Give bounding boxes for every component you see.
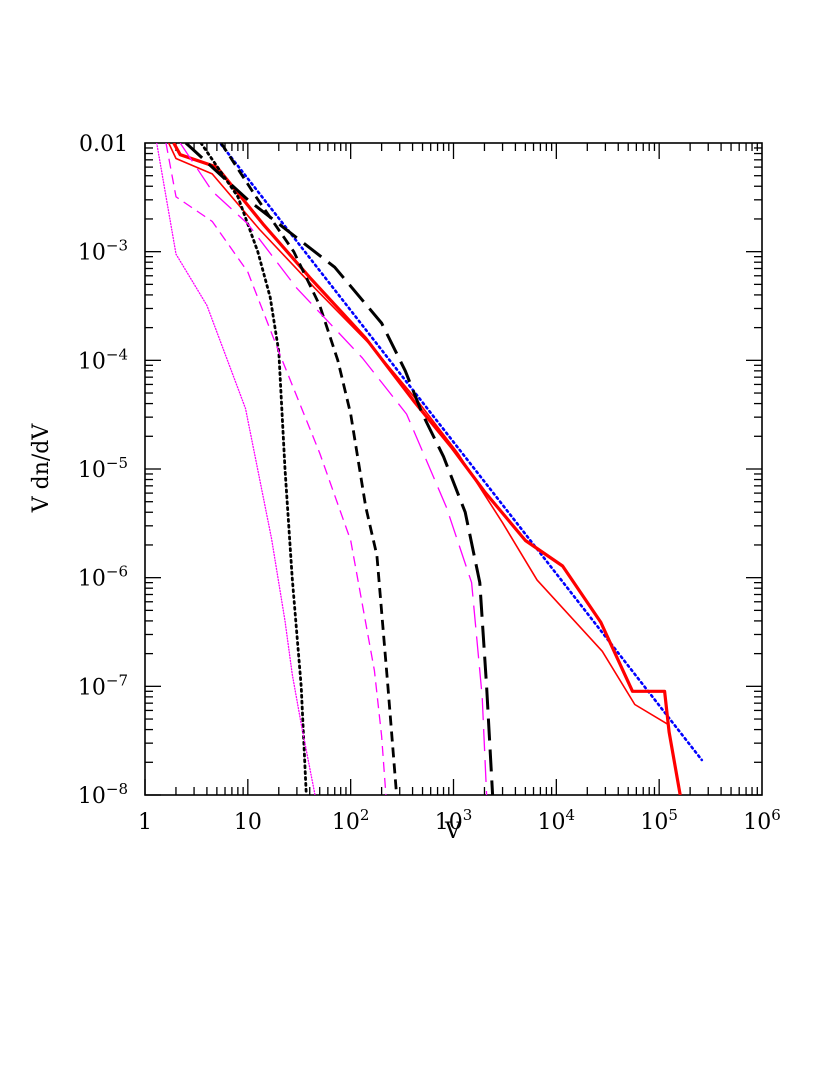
series-line-1 (219, 143, 704, 762)
x-tick-label: 102 (332, 806, 370, 835)
y-tick-label: 10−8 (78, 780, 128, 809)
series-line-7 (156, 143, 316, 795)
x-tick-label: 1 (138, 810, 152, 835)
y-tick-label: 10−7 (78, 671, 128, 700)
series-line-4 (199, 143, 308, 795)
y-tick-label: 10−6 (78, 563, 128, 592)
tick-labels: 1 10 102 103 104 105 106 10−8 10−7 10−6 10−5 10−4 10… (78, 132, 781, 835)
y-tick-label: 10−4 (78, 345, 128, 374)
x-tick-label: 103 (435, 806, 473, 835)
y-tick-label: 10−3 (78, 237, 128, 266)
x-axis-title: V (444, 819, 462, 844)
series-line-3 (172, 143, 682, 795)
series-layer (156, 143, 704, 795)
series-line-9 (179, 143, 488, 795)
series-line-2 (167, 143, 670, 726)
y-axis-title: V dn/dV (29, 423, 54, 514)
series-line-5 (219, 143, 398, 795)
series-line-8 (165, 143, 387, 795)
plot-frame (144, 142, 763, 796)
x-tick-label: 104 (538, 806, 576, 835)
y-tick-label: 0.01 (79, 132, 128, 157)
axis-ticks (144, 143, 762, 796)
x-tick-label: 105 (640, 806, 678, 835)
x-tick-label: 10 (234, 810, 262, 835)
y-tick-label: 10−5 (78, 454, 128, 483)
series-line-6 (184, 143, 495, 795)
x-tick-label: 106 (743, 806, 781, 835)
